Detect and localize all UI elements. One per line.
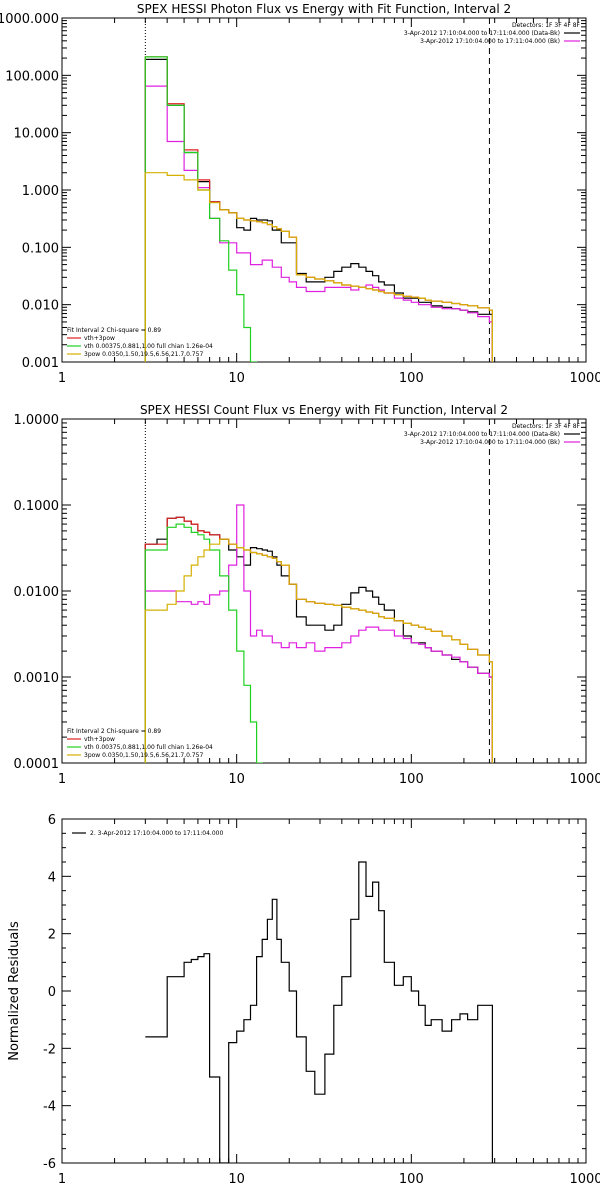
plot-frame [61,818,587,1164]
series-line-3pow [144,538,493,763]
x-tick-label: 10 [228,371,245,386]
series-group [144,56,493,362]
series-group [145,861,493,1163]
x-tick-label: 10 [228,1172,245,1187]
y-tick-label: -2 [43,1042,56,1057]
x-tick-label: 100 [399,371,424,386]
y-tick-label: 0.100 [22,241,59,256]
x-tick-label: 1 [58,371,66,386]
y-tick-label: 10.000 [14,127,60,142]
y-tick-label: 0 [48,985,56,1000]
plot-frame [61,418,587,764]
series-line-vth-3pow [144,56,493,362]
series-line-data-bk [144,516,493,763]
y-tick-label: 1.0000 [14,413,60,428]
legend-bottom-left-text: Fit Interval 2 Chi-square = 0.89 [67,327,161,334]
chart-title: SPEX HESSI Photon Flux vs Energy with Fi… [137,2,511,16]
y-tick-label: 0.0001 [14,757,60,772]
count-flux-panel: SPEX HESSI Count Flux vs Energy with Fit… [14,403,600,787]
y-axis-label: Normalized Residuals [7,921,22,1061]
legend-top-right-text: 3-Apr-2012 17:10:04.000 to 17:11:04.000 … [420,38,560,45]
y-tick-label: 0.001 [22,356,59,371]
residuals-panel: 1 10 100 1000 -6 -4 -2 0 2 4 6 Normalized Residuals… [7,813,600,1187]
series-line-vth [144,523,263,763]
legend-text: 2. 3-Apr-2012 17:10:04.000 to 17:11:04.0… [90,830,223,837]
x-tick-label: 1 [58,772,66,787]
y-tick-label: 100.000 [5,69,59,84]
legend-bottom-left-text: Fit Interval 2 Chi-square = 0.89 [67,728,161,735]
x-tick-label: 1000 [569,1172,600,1187]
x-tick-label: 1 [58,1172,66,1187]
plot-frame [61,17,587,363]
x-tick-label: 100 [399,772,424,787]
legend-top-right-text: 3-Apr-2012 17:10:04.000 to 17:11:04.000 … [404,30,560,37]
legend-top-right-text: 3-Apr-2012 17:10:04.000 to 17:11:04.000 … [420,439,560,446]
legend-top-right-text: Detectors: 1F 3F 4F 8F [512,22,581,29]
legend-bottom-left-text: vth 0.00375,0.881,1.00 full chian 1.26e-… [84,343,213,350]
legend-bottom-left-text: 3pow 0.0350,1.50,19.5,6.56,21.7,0.757 [84,752,203,759]
series-line-3pow [144,172,493,362]
y-tick-label: -4 [43,1100,56,1115]
x-tick-label: 1000 [569,772,600,787]
legend-bottom-left-text: vth+3pow [84,335,115,342]
x-tick-label: 10 [228,772,245,787]
series-line-vth-3pow [144,516,493,763]
legend-bottom-left-text: vth 0.00375,0.881,1.00 full chian 1.26e-… [84,744,213,751]
y-tick-label: -6 [43,1157,56,1172]
series-line-data-bk [144,58,493,362]
series-line-bk [144,504,493,763]
y-tick-label: 1.000 [22,184,59,199]
legend-top-right-text: 3-Apr-2012 17:10:04.000 to 17:11:04.000 … [404,431,560,438]
photon-flux-panel: SPEX HESSI Photon Flux vs Energy with Fi… [0,2,600,386]
y-tick-label: 4 [48,870,56,885]
chart-title: SPEX HESSI Count Flux vs Energy with Fit… [140,403,508,417]
y-tick-label: 0.0010 [14,671,60,686]
y-tick-label: 1000.000 [0,12,59,27]
x-tick-label: 1000 [569,371,600,386]
y-tick-label: 2 [48,928,56,943]
y-tick-label: 6 [48,813,56,828]
series-group [144,504,493,763]
series-line-residuals [145,861,493,1163]
y-tick-label: 0.0100 [14,585,60,600]
series-line-vth [144,56,258,362]
x-tick-label: 100 [399,1172,424,1187]
legend-top-right-text: Detectors: 1F 3F 4F 8F [512,423,581,430]
legend-bottom-left-text: 3pow 0.0350,1.50,19.5,6.56,21.7,0.757 [84,351,203,358]
y-tick-label: 0.010 [22,299,59,314]
legend-bottom-left-text: vth+3pow [84,736,115,743]
series-line-bk [144,85,493,362]
y-tick-label: 0.1000 [14,499,60,514]
